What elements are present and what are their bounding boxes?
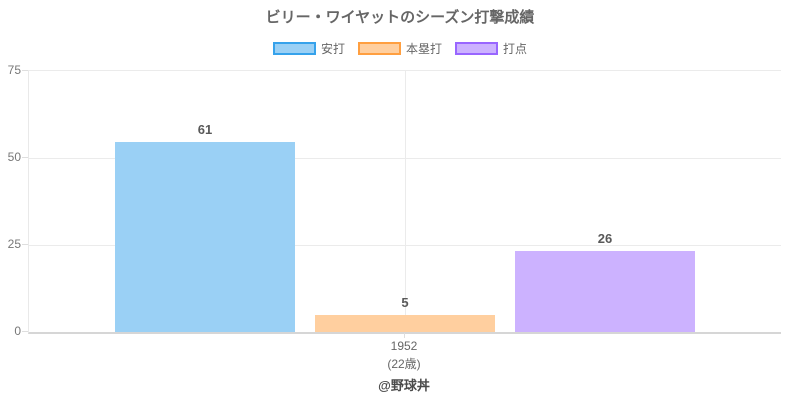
x-tick-category (404, 333, 405, 338)
legend-swatch-icon (357, 42, 401, 55)
bar-value-label: 5 (401, 295, 409, 310)
legend-item-3[interactable]: 打点 (455, 42, 527, 56)
chart-legend: 安打 本塁打 打点 (0, 41, 800, 56)
y-tick-50 (22, 157, 28, 158)
legend-swatch-icon (272, 42, 316, 55)
y-tick-0 (22, 331, 28, 332)
chart-title: ビリー・ワイヤットのシーズン打撃成績 (265, 9, 535, 26)
legend-label: 安打 (320, 41, 345, 56)
y-tick-label-50: 50 (7, 150, 21, 164)
plot-area: 61 5 26 (28, 70, 781, 334)
bar-本塁打[interactable] (315, 315, 495, 332)
legend-item-2[interactable]: 本塁打 (357, 41, 442, 56)
y-tick-label-75: 75 (7, 63, 21, 77)
x-axis-label-age: (22歳) (387, 357, 421, 371)
y-tick-25 (22, 244, 28, 245)
bar-value-label: 26 (597, 231, 613, 246)
legend-swatch-icon (455, 42, 498, 55)
bar-打点[interactable] (515, 251, 695, 332)
legend-item-1[interactable]: 安打 (272, 41, 345, 56)
legend-label: 打点 (503, 41, 528, 56)
y-tick-75 (22, 70, 28, 71)
gridline-x-category (404, 71, 406, 332)
y-tick-label-0: 0 (14, 324, 21, 338)
bar-安打[interactable] (115, 142, 295, 332)
bar-value-label: 61 (197, 122, 213, 137)
y-tick-label-25: 25 (7, 237, 21, 251)
chart-footer-credit: @野球丼 (378, 378, 430, 393)
x-axis-label-year: 1952 (390, 339, 418, 353)
legend-label: 本塁打 (405, 41, 442, 56)
